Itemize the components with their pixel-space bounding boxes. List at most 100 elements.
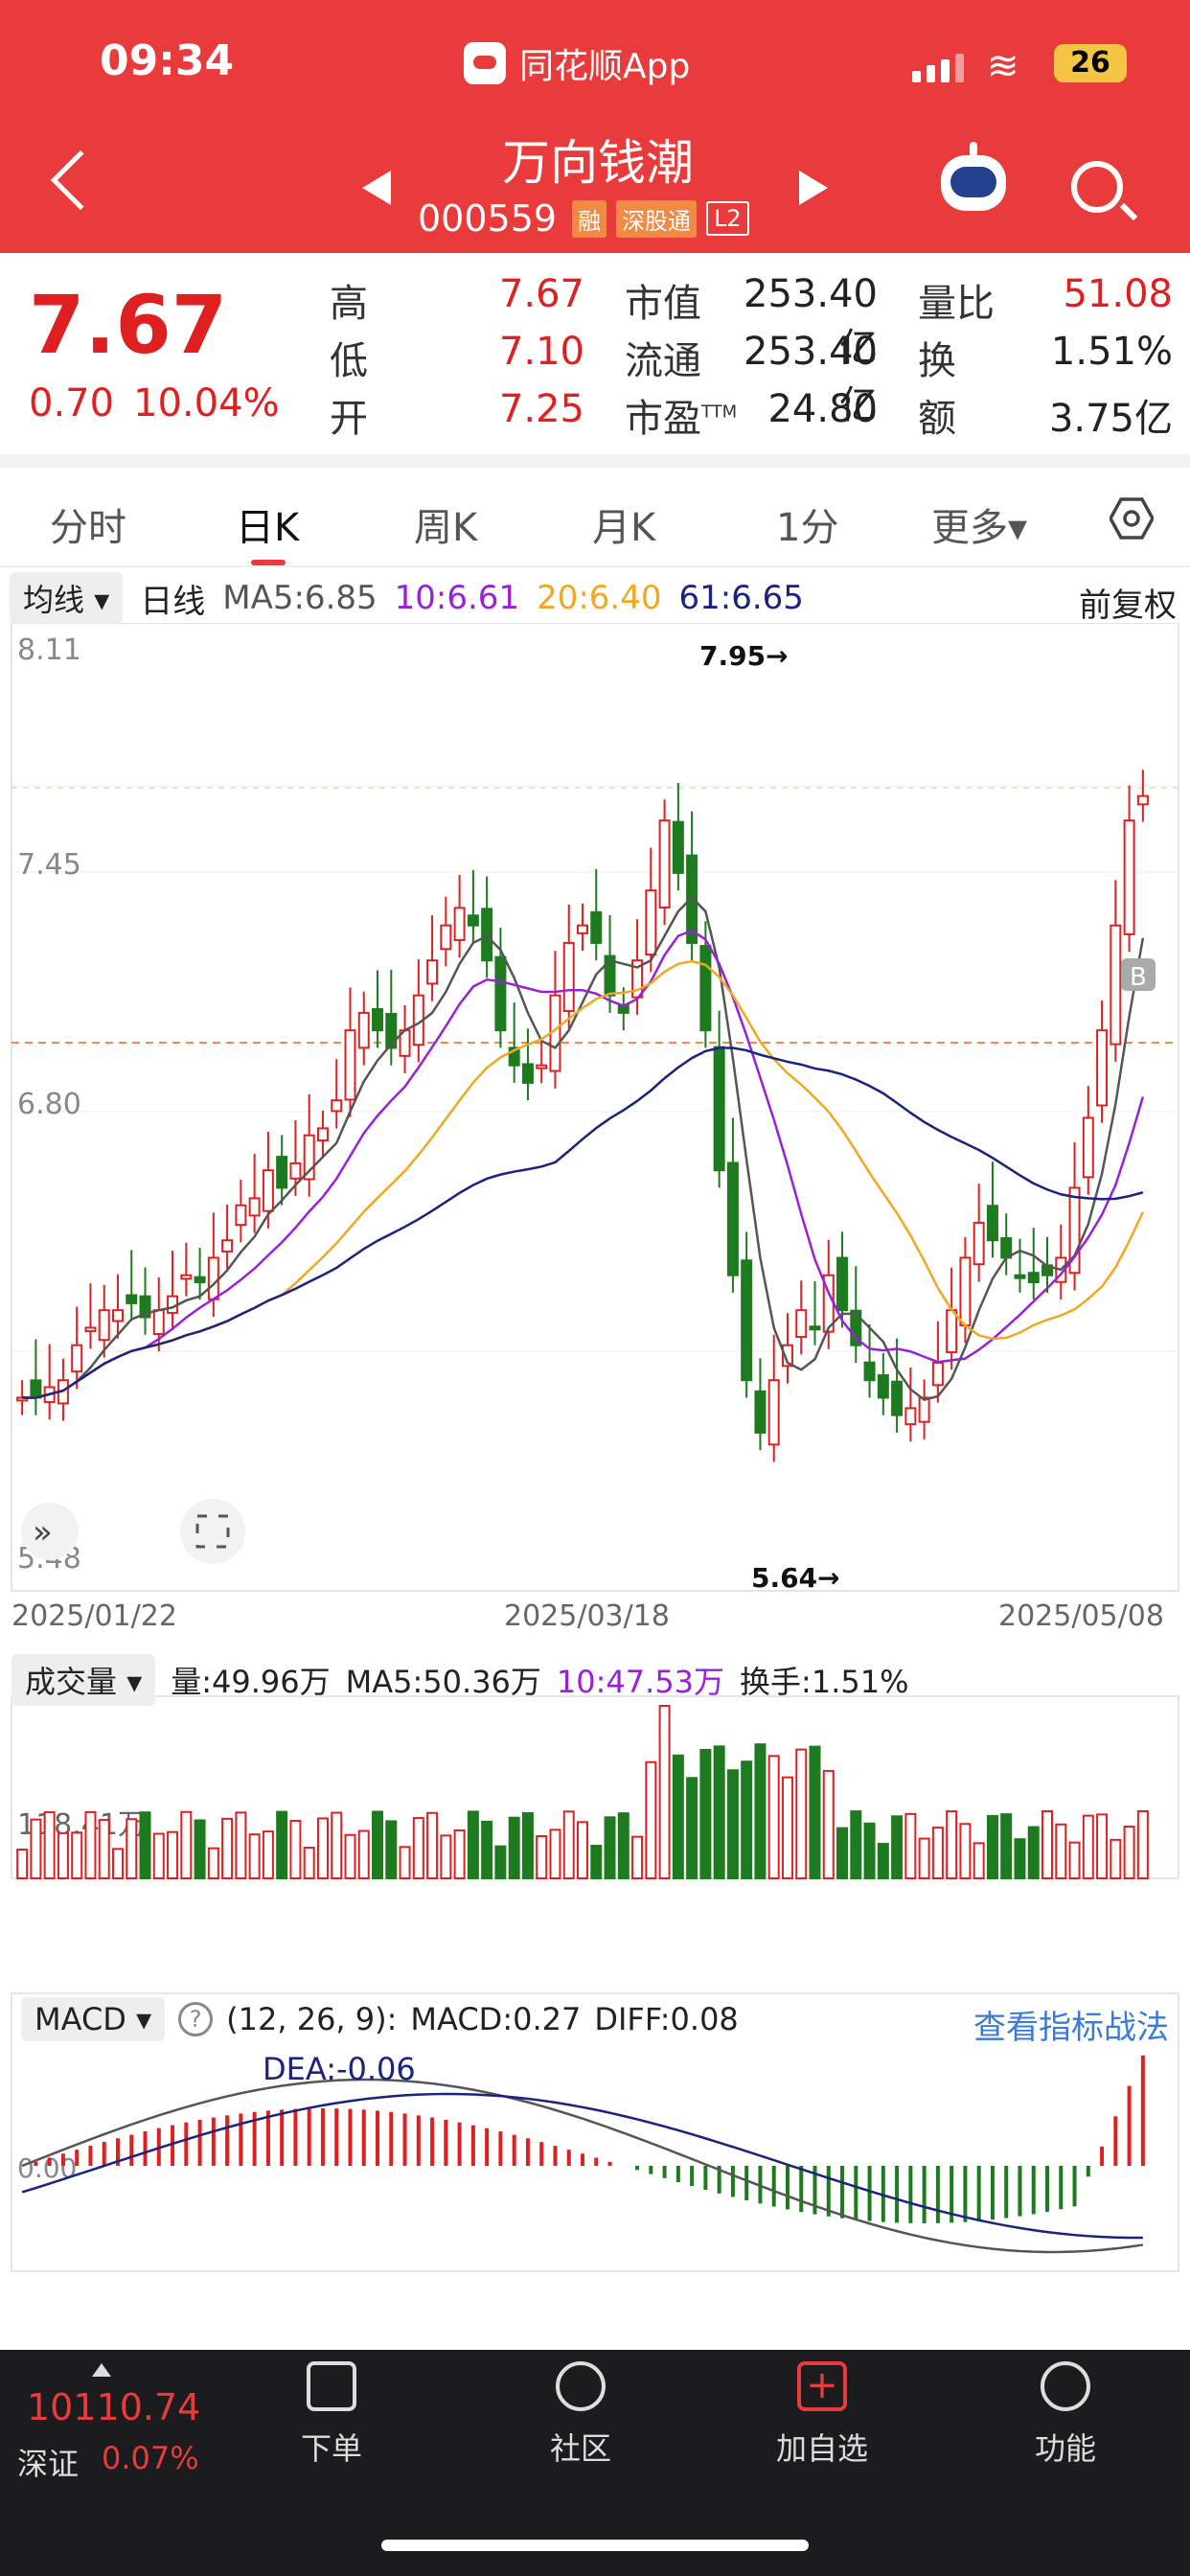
macd-bar: [553, 2146, 558, 2166]
ma5-value: MA5:6.85: [222, 579, 378, 617]
macd-bar: [1113, 2116, 1118, 2166]
tab-weekly[interactable]: 周K: [414, 506, 478, 550]
candle-body: [194, 1276, 206, 1283]
tag-margin: 融: [572, 199, 607, 238]
volume-bar: [836, 1827, 849, 1879]
macd-bar: [1127, 2085, 1132, 2166]
volume-bar: [1136, 1810, 1149, 1879]
candle-body: [850, 1309, 862, 1346]
macd-bar: [1018, 2166, 1022, 2217]
volume-selector-dropdown[interactable]: 成交量 ▾: [11, 1654, 156, 1706]
back-button[interactable]: [50, 150, 111, 211]
macd-bar: [129, 2134, 134, 2166]
float-label: 流通: [625, 339, 701, 383]
volume-bar: [453, 1828, 466, 1880]
candle-body: [385, 1013, 398, 1049]
tab-1min[interactable]: 1分: [776, 506, 839, 550]
dea-value: DEA:-0.06: [263, 2051, 416, 2087]
candle-body: [1014, 1274, 1026, 1279]
kline-chart[interactable]: 8.11 7.45 6.80 5.48 7.95→ 5.64→ B » 2025…: [0, 623, 1190, 2348]
macd-bar: [361, 2109, 366, 2166]
amount-label: 额: [918, 397, 956, 441]
macd-selector-dropdown[interactable]: MACD ▾: [21, 1997, 166, 2041]
volume-bar: [221, 1817, 234, 1880]
nav-add-watchlist[interactable]: + 加自选: [755, 2361, 889, 2469]
macd-bar: [348, 2108, 353, 2166]
tag-connect: 深股通: [616, 199, 698, 238]
status-time: 09:34: [100, 36, 235, 85]
candle-body: [658, 819, 671, 909]
macd-bar: [566, 2150, 571, 2166]
settings-icon[interactable]: [1110, 496, 1154, 540]
dea-line: [21, 2092, 1143, 2240]
candle-body: [467, 914, 479, 927]
candle-body: [207, 1256, 219, 1300]
candle-body: [1068, 1186, 1081, 1275]
nav-add-watchlist-label: 加自选: [775, 2430, 868, 2467]
candle-body: [262, 1169, 274, 1212]
volume-bar: [617, 1812, 629, 1880]
volume-bar: [30, 1818, 42, 1879]
diff-value: DIFF:0.08: [594, 2001, 739, 2037]
macd-legend: MACD ▾ ? (12, 26, 9): MACD:0.27 DIFF:0.0…: [21, 1997, 739, 2041]
tab-more[interactable]: 更多▾: [931, 506, 1028, 550]
indicator-strategy-link[interactable]: 查看指标战法: [973, 2009, 1169, 2047]
robot-assistant-icon[interactable]: [941, 142, 1006, 211]
prev-stock-button[interactable]: [362, 171, 391, 205]
tab-intraday[interactable]: 分时: [50, 506, 126, 550]
fullscreen-button[interactable]: [180, 1499, 245, 1564]
volume-bar: [686, 1777, 698, 1879]
volume-bar: [399, 1846, 411, 1879]
macd-bar: [826, 2166, 831, 2217]
macd-bar: [307, 2108, 311, 2166]
macd-bar: [293, 2108, 298, 2166]
volume-bar: [767, 1755, 780, 1879]
adjust-toggle[interactable]: 前复权: [1079, 586, 1177, 625]
tab-monthly[interactable]: 月K: [592, 506, 656, 550]
volume-bar: [71, 1831, 83, 1880]
volume-bar: [494, 1845, 507, 1879]
volume-value: 量:49.96万: [171, 1664, 331, 1700]
nav-order[interactable]: 下单: [264, 2361, 399, 2469]
macd-bar: [963, 2166, 968, 2222]
macd-bar: [430, 2117, 435, 2166]
volume-bar: [276, 1810, 288, 1880]
macd-bar: [184, 2122, 189, 2166]
macd-bars-group: [21, 2055, 1145, 2254]
macd-bar: [211, 2117, 216, 2166]
candle-body: [536, 1064, 548, 1070]
date-label-end: 2025/05/08: [998, 1599, 1164, 1633]
tab-daily[interactable]: 日K: [236, 506, 300, 550]
macd-params: (12, 26, 9):: [226, 2001, 398, 2037]
candle-body: [440, 924, 452, 951]
help-icon[interactable]: ?: [178, 2002, 214, 2036]
macd-bar: [280, 2109, 285, 2166]
volume-bar: [1041, 1810, 1054, 1880]
candle-body: [180, 1274, 193, 1280]
mcap-label: 市值: [625, 282, 701, 326]
macd-bar: [990, 2166, 995, 2220]
volume-bar: [344, 1833, 356, 1880]
candle-body: [959, 1256, 972, 1327]
ma61-line: [22, 1046, 1144, 1399]
stock-code: 000559: [418, 197, 558, 240]
nav-community[interactable]: 社区: [514, 2361, 648, 2469]
ma-selector-dropdown[interactable]: 均线 ▾: [10, 572, 124, 624]
search-icon[interactable]: [1071, 161, 1123, 213]
expand-left-button[interactable]: [21, 1503, 79, 1560]
candle-body: [303, 1134, 315, 1181]
next-stock-button[interactable]: [799, 171, 828, 205]
index-value[interactable]: 10110.74: [27, 2386, 201, 2428]
macd-bar: [498, 2131, 503, 2166]
volume-bar: [536, 1835, 548, 1880]
volume-bar: [235, 1811, 247, 1879]
volume-bar: [904, 1812, 917, 1879]
nav-functions[interactable]: 功能: [998, 2361, 1133, 2469]
macd-bar: [376, 2110, 380, 2166]
macd-bar: [171, 2125, 175, 2166]
double-chevron-icon: »: [33, 1513, 53, 1552]
mcap-value: 253.40亿: [744, 272, 878, 370]
candle-body: [521, 1063, 534, 1084]
volume-bar: [139, 1811, 151, 1880]
open-value: 7.25: [498, 387, 584, 431]
